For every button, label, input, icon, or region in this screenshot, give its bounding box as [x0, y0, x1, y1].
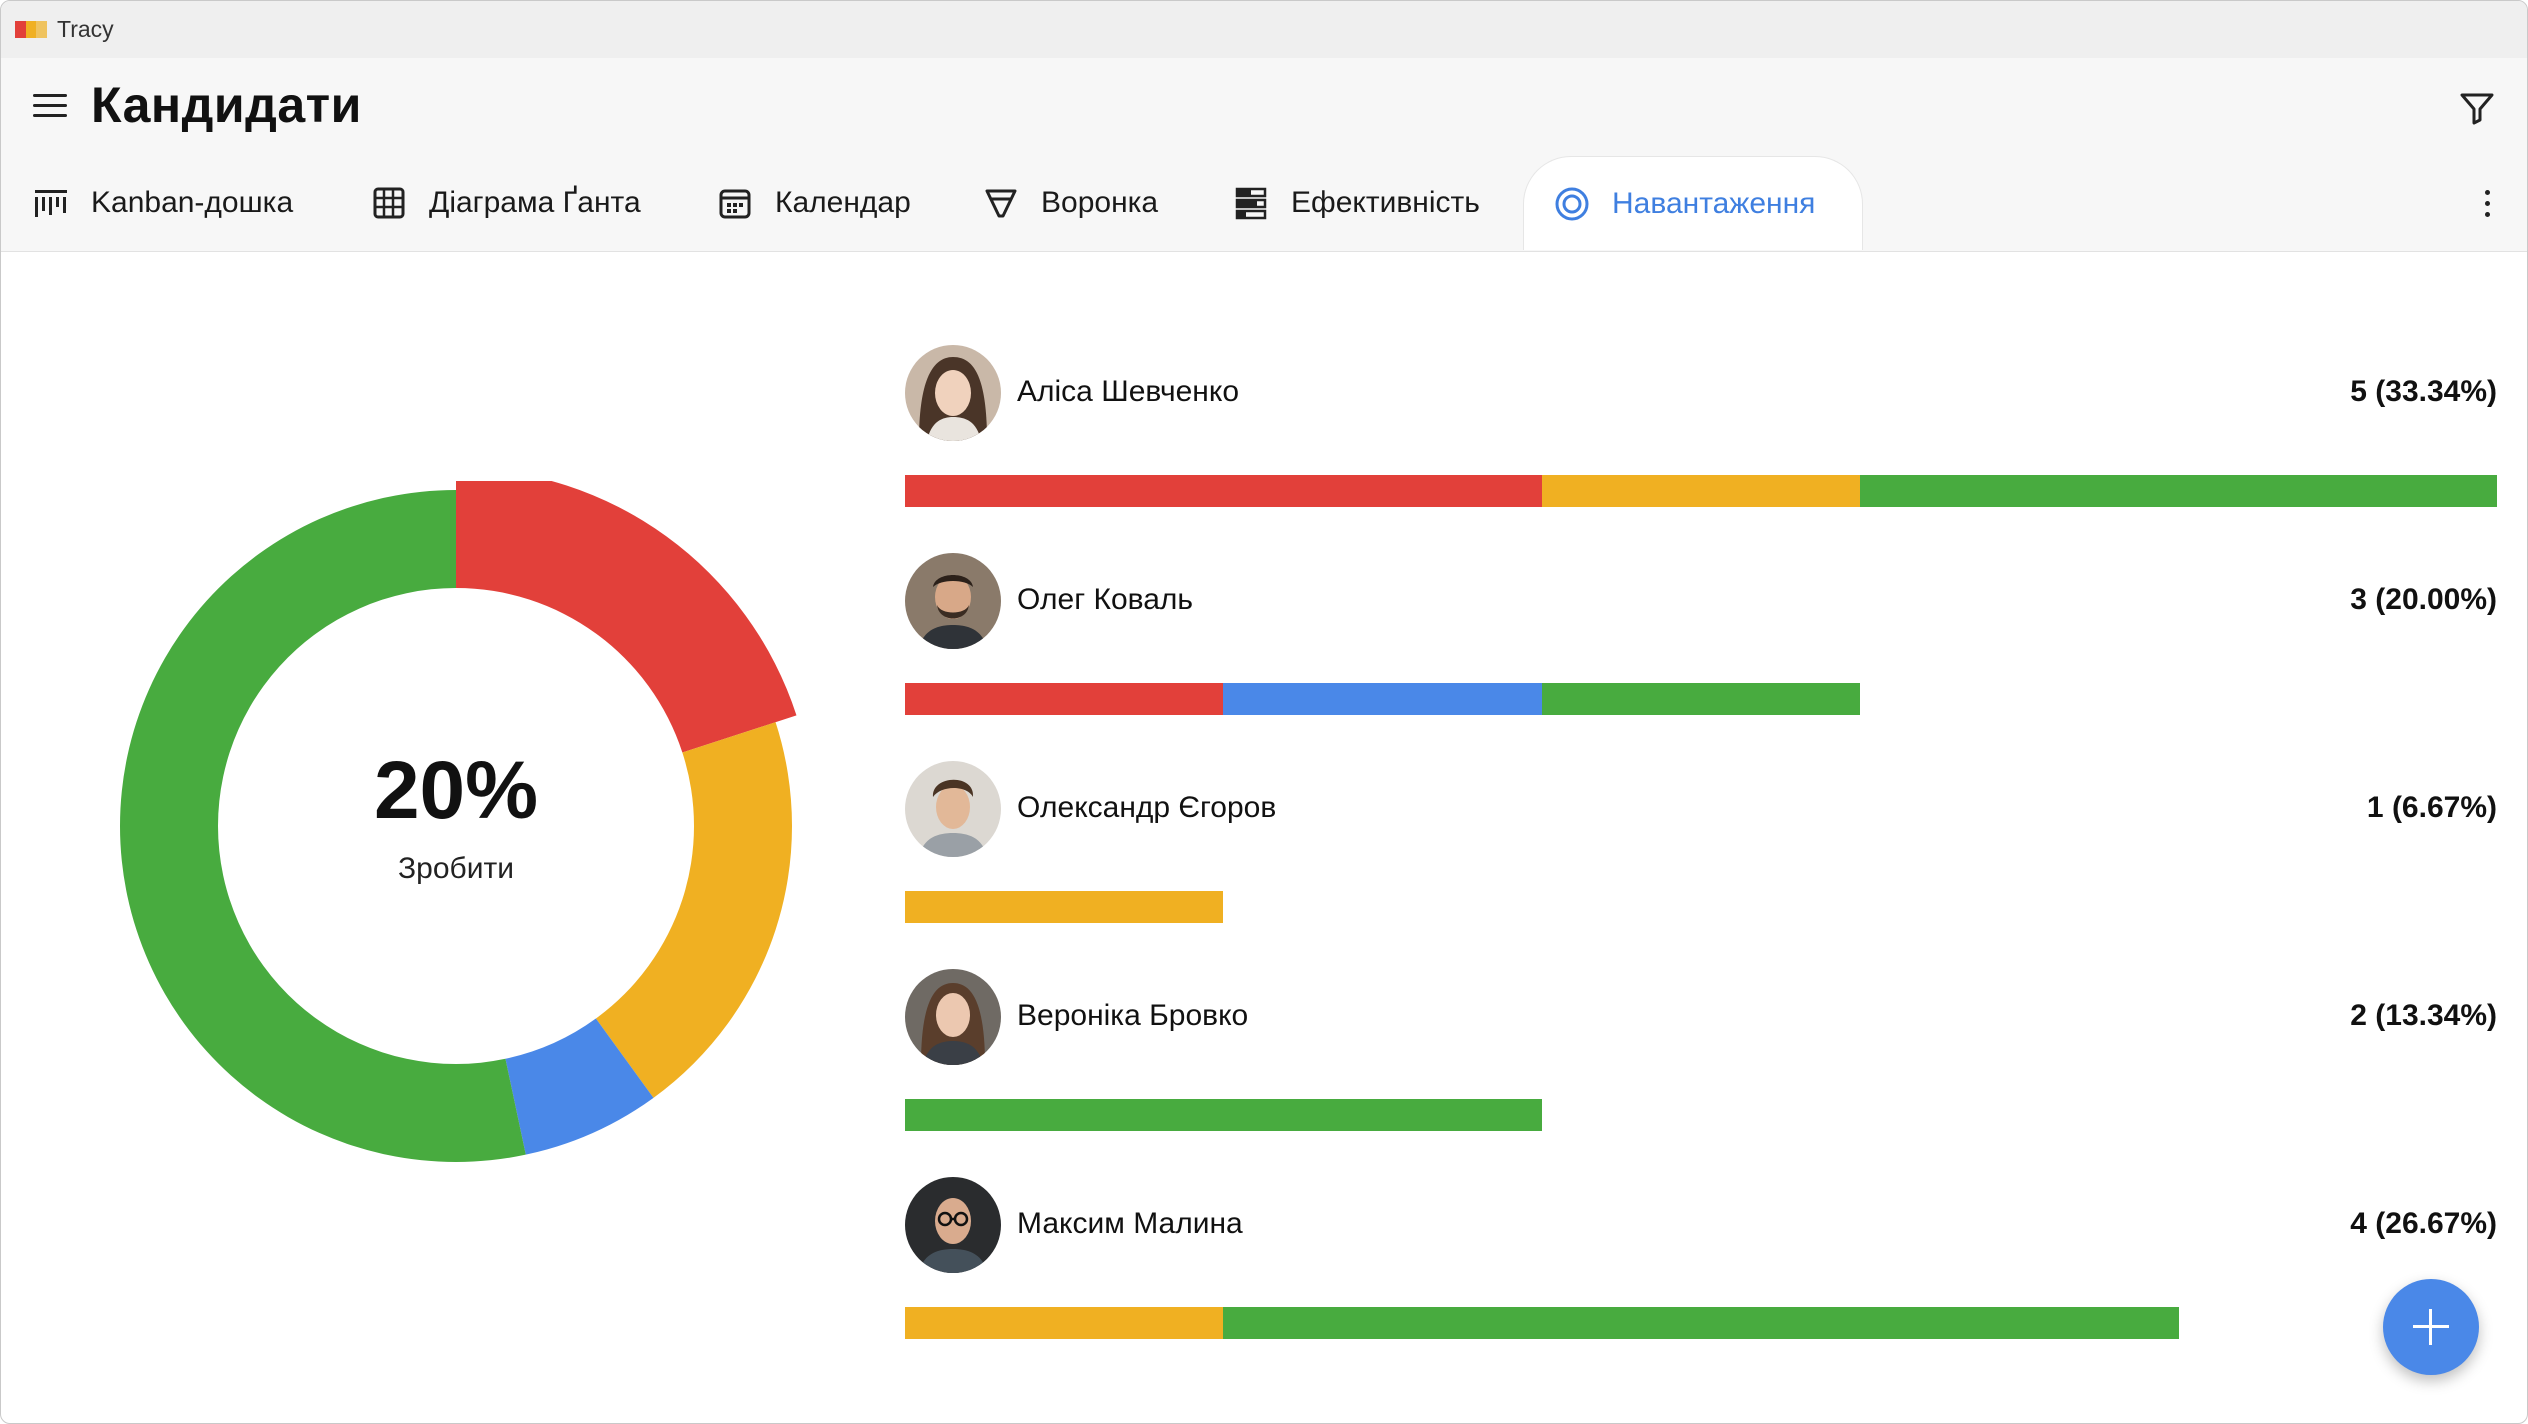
avatar: [905, 969, 1001, 1065]
donut-segment[interactable]: [456, 468, 797, 753]
list-item[interactable]: Олег Коваль 3 (20.00%): [905, 553, 2497, 723]
donut-segment[interactable]: [505, 1018, 654, 1155]
view-tabs: Kanban-дошка Діаграма Ґанта Календар Вор…: [1, 156, 2527, 252]
bar-segment[interactable]: [905, 1307, 1224, 1339]
performance-icon: [1233, 185, 1269, 221]
list-item[interactable]: Максим Малина 4 (26.67%): [905, 1177, 2497, 1347]
title-bar: Tracy: [1, 1, 2527, 58]
kanban-icon: [33, 185, 69, 221]
workload-icon: [1554, 186, 1590, 222]
donut-segment[interactable]: [595, 722, 792, 1098]
page-title: Кандидати: [91, 77, 362, 133]
donut-svg: [120, 468, 797, 1162]
donut-chart: 20% Зробити: [111, 468, 801, 1171]
gantt-icon: [371, 185, 407, 221]
person-name: Олександр Єгоров: [1017, 791, 1277, 824]
person-value: 4 (26.67%): [2350, 1207, 2497, 1240]
tab-performance[interactable]: Ефективність: [1233, 156, 1480, 250]
person-value: 5 (33.34%): [2350, 375, 2497, 408]
bar-segment[interactable]: [1223, 683, 1542, 715]
list-item[interactable]: Аліса Шевченко 5 (33.34%): [905, 345, 2497, 515]
donut-segment[interactable]: [120, 489, 526, 1162]
bar-segment[interactable]: [905, 1099, 1542, 1131]
tab-label: Навантаження: [1612, 186, 1816, 220]
avatar: [905, 345, 1001, 441]
workload-bar: [905, 683, 1861, 715]
person-name: Вероніка Бровко: [1017, 999, 1249, 1032]
bar-segment[interactable]: [905, 683, 1224, 715]
person-value: 2 (13.34%): [2350, 999, 2497, 1032]
person-value: 1 (6.67%): [2366, 791, 2497, 824]
avatar: [905, 1177, 1001, 1273]
workload-bar: [905, 1099, 1542, 1131]
tab-calendar[interactable]: Календар: [717, 156, 911, 250]
funnel-icon: [983, 185, 1019, 221]
app-logo-icon: [15, 21, 48, 38]
add-button[interactable]: [2383, 1279, 2479, 1375]
bar-segment[interactable]: [905, 475, 1542, 507]
workload-bar: [905, 891, 1224, 923]
avatar: [905, 553, 1001, 649]
tab-label: Воронка: [1041, 186, 1159, 219]
hamburger-icon[interactable]: [33, 92, 67, 120]
tab-funnel[interactable]: Воронка: [983, 156, 1158, 250]
bar-segment[interactable]: [1541, 683, 1861, 715]
list-item[interactable]: Вероніка Бровко 2 (13.34%): [905, 969, 2497, 1139]
bar-segment[interactable]: [1860, 475, 2497, 507]
person-name: Максим Малина: [1017, 1207, 1243, 1240]
person-name: Аліса Шевченко: [1017, 375, 1239, 408]
list-item[interactable]: Олександр Єгоров 1 (6.67%): [905, 761, 2497, 931]
tab-label: Діаграма Ґанта: [429, 186, 641, 219]
tab-label: Ефективність: [1291, 186, 1480, 219]
tab-kanban[interactable]: Kanban-дошка: [33, 156, 293, 250]
person-value: 3 (20.00%): [2350, 583, 2497, 616]
tab-workload[interactable]: Навантаження: [1523, 156, 1863, 250]
workload-bar: [905, 475, 2497, 507]
bar-segment[interactable]: [905, 891, 1224, 923]
tab-label: Kanban-дошка: [91, 186, 294, 219]
person-name: Олег Коваль: [1017, 583, 1194, 616]
filter-icon[interactable]: [2457, 88, 2497, 128]
donut-center-label: Зробити: [398, 852, 514, 885]
workload-bar: [905, 1307, 2179, 1339]
tab-label: Календар: [775, 186, 911, 219]
donut-center: 20% Зробити: [111, 481, 801, 1171]
window-title: Tracy: [57, 16, 114, 42]
avatar: [905, 761, 1001, 857]
more-vertical-icon[interactable]: [2477, 184, 2497, 224]
page-header: Кандидати Kanban-дошка Діаграма Ґанта: [1, 58, 2527, 252]
donut-center-value: 20%: [373, 745, 539, 836]
calendar-icon: [717, 185, 753, 221]
bar-segment[interactable]: [1223, 1307, 2179, 1339]
bar-segment[interactable]: [1541, 475, 1861, 507]
tab-gantt[interactable]: Діаграма Ґанта: [371, 156, 641, 250]
